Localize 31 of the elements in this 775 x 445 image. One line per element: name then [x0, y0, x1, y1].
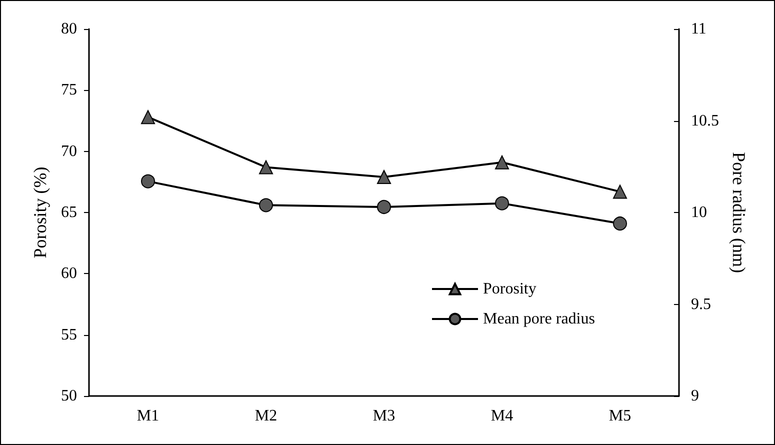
x-tick-label: M3 [372, 408, 396, 424]
point [495, 196, 509, 210]
y2-tick-label: 9.5 [691, 296, 711, 313]
y2-axis-title: Pore radius (nm) [728, 152, 749, 273]
point [495, 155, 509, 170]
point [141, 174, 155, 188]
y-axis-title: Porosity (%) [30, 166, 50, 258]
y2-tick-label: 9 [691, 388, 699, 404]
y2-tick-label: 10 [691, 204, 707, 221]
x-tick-label: M2 [254, 408, 278, 424]
point [613, 216, 627, 231]
y-tick-label: 55 [61, 326, 77, 344]
y-tick-label: 60 [61, 265, 77, 282]
y-tick-label: 70 [61, 142, 77, 160]
point [259, 160, 273, 174]
x-tick-label: M5 [608, 408, 632, 424]
y2-tick-label: 11 [691, 20, 706, 38]
point [613, 184, 627, 199]
y-tick-label: 75 [61, 82, 77, 99]
point [141, 110, 155, 124]
point [377, 200, 391, 214]
y2-tick-label: 10.5 [691, 112, 719, 130]
legend-label: Porosity [483, 280, 536, 298]
y-tick-label: 80 [61, 20, 77, 38]
y-tick-label: 65 [61, 204, 77, 221]
x-tick-label: M4 [490, 408, 514, 424]
x-tick-label: M1 [136, 408, 160, 424]
point [377, 170, 391, 184]
point [259, 198, 273, 212]
y-tick-label: 50 [61, 388, 77, 404]
legend-label: Mean pore radius [483, 310, 595, 328]
